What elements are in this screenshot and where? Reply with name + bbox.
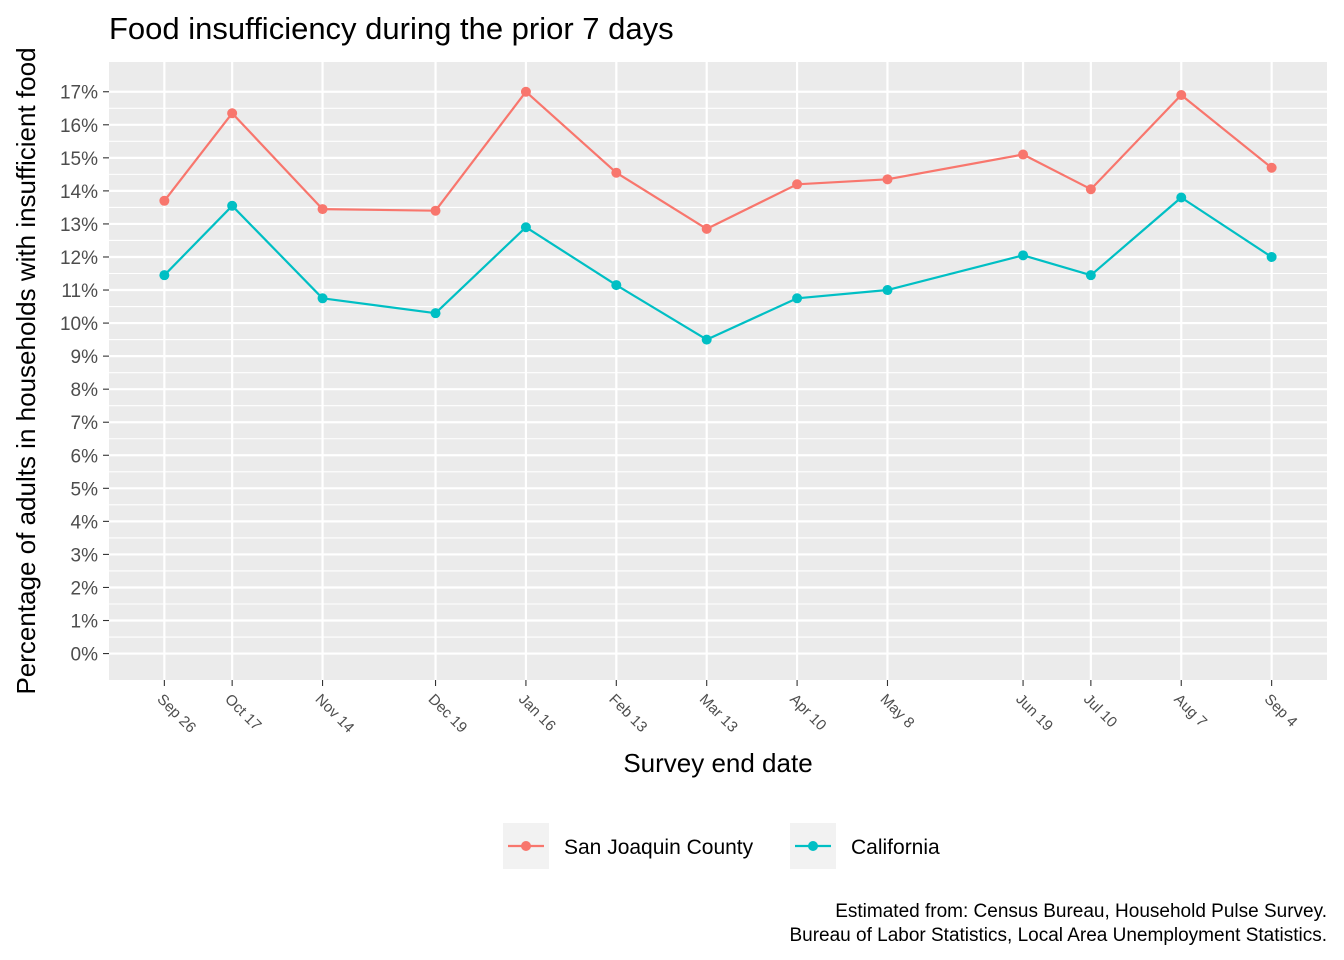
y-axis-label: Percentage of adults in households with … <box>11 47 41 694</box>
y-tick-label: 11% <box>61 281 98 302</box>
y-tick-label: 12% <box>60 248 98 269</box>
series-0-point <box>520 86 531 97</box>
series-0-point <box>1266 162 1277 173</box>
legend-point-san-joaquin <box>521 841 531 851</box>
y-tick-label: 5% <box>71 479 99 500</box>
y-tick-label: 1% <box>71 612 99 633</box>
series-0-point <box>1085 184 1096 195</box>
y-tick-label: 15% <box>60 149 98 170</box>
legend: San Joaquin County California <box>503 823 940 869</box>
series-1-point <box>792 293 803 304</box>
series-1-point <box>520 222 531 233</box>
x-tick-label: Nov 14 <box>312 691 358 737</box>
series-1-point <box>317 293 328 304</box>
y-tick-label: 3% <box>71 545 99 566</box>
series-0-point <box>159 195 170 206</box>
series-0-point <box>430 205 441 216</box>
caption-line-1: Estimated from: Census Bureau, Household… <box>835 901 1327 922</box>
x-tick-label: Oct 17 <box>221 691 264 734</box>
series-0-point <box>882 174 893 185</box>
x-tick-label: Jul 10 <box>1080 691 1120 731</box>
major-gridlines <box>109 62 1327 680</box>
series-1-point <box>701 334 712 345</box>
series-1-point <box>882 285 893 296</box>
series-1-point <box>1176 192 1187 203</box>
caption-line-2: Bureau of Labor Statistics, Local Area U… <box>789 925 1327 946</box>
y-tick-label: 0% <box>71 645 99 666</box>
y-tick-label: 16% <box>60 116 98 137</box>
series-1-point <box>159 270 170 281</box>
legend-label-san-joaquin: San Joaquin County <box>564 836 754 859</box>
series-1-point <box>611 280 622 291</box>
series-1-point <box>1266 251 1277 262</box>
y-axis-ticks: 0% 1% 2% 3% 4% 5% 6% 7% 8% 9% 10% 11% 12% 13% 14% 15% 16… <box>60 83 109 666</box>
x-tick-label: Jan 16 <box>515 691 559 735</box>
x-tick-label: Mar 13 <box>696 691 741 736</box>
x-axis-ticks: Sep 26 Oct 17 Nov 14 Dec 19 Jan 16 Feb 13 Mar … <box>154 680 1301 736</box>
x-tick-label: Aug 7 <box>1170 691 1210 731</box>
x-tick-label: Feb 13 <box>605 691 650 736</box>
plot-panel <box>109 62 1327 680</box>
series-1-point <box>227 200 238 211</box>
x-tick-label: Apr 10 <box>786 691 829 734</box>
y-tick-label: 14% <box>60 182 98 203</box>
y-tick-label: 2% <box>71 578 99 599</box>
series-0-point <box>701 223 712 234</box>
y-tick-label: 10% <box>60 314 98 335</box>
series-0-point <box>611 167 622 178</box>
y-tick-label: 13% <box>60 215 98 236</box>
y-tick-label: 6% <box>71 446 99 467</box>
x-tick-label: May 8 <box>877 691 918 732</box>
y-tick-label: 8% <box>71 380 99 401</box>
series-1-point <box>430 308 441 319</box>
x-axis-label: Survey end date <box>623 748 812 778</box>
minor-gridlines <box>109 107 1327 638</box>
series-0-point <box>792 179 803 190</box>
chart-title: Food insufficiency during the prior 7 da… <box>109 11 674 46</box>
y-tick-label: 9% <box>71 347 99 368</box>
series-1-point <box>1085 270 1096 281</box>
x-tick-label: Sep 4 <box>1261 691 1301 731</box>
series-0-point <box>1176 90 1187 101</box>
series-0-point <box>1018 149 1029 160</box>
series-0-point <box>227 108 238 119</box>
x-tick-label: Jun 19 <box>1012 691 1056 735</box>
legend-label-california: California <box>851 836 940 859</box>
x-tick-label: Sep 26 <box>154 691 200 737</box>
series-layer <box>159 86 1277 345</box>
series-1-point <box>1018 250 1029 261</box>
y-tick-label: 17% <box>60 83 98 104</box>
legend-point-california <box>808 841 818 851</box>
y-tick-label: 7% <box>71 413 99 434</box>
x-tick-label: Dec 19 <box>425 691 471 737</box>
y-tick-label: 4% <box>71 512 99 533</box>
series-0-point <box>317 204 328 215</box>
